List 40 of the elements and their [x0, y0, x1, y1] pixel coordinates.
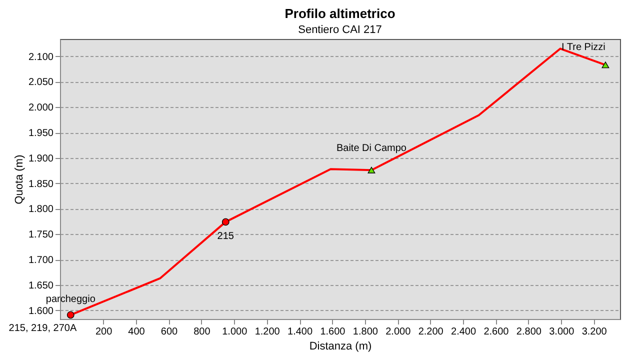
x-tick-label: 2.400	[451, 326, 476, 338]
x-tick-label: 3.200	[582, 326, 608, 338]
y-tick-label: 1.800	[28, 204, 54, 216]
y-tick-label: 1.650	[28, 280, 54, 292]
x-tick-label: 1.400	[288, 326, 313, 338]
x-tick-label: 800	[194, 326, 211, 338]
y-tick-label: 1.950	[28, 128, 54, 140]
x-tick-label: 600	[160, 326, 178, 338]
annotation: I Tre Pizzi	[561, 42, 606, 53]
y-tick-label: 1.700	[28, 255, 54, 266]
x-axis-title: Distanza (m)	[309, 340, 372, 352]
y-tick-label: 1.600	[28, 306, 54, 317]
y-tick-label: 2.050	[28, 77, 54, 88]
x-tick-label: 2.200	[418, 326, 444, 338]
y-tick-label: 2.100	[28, 52, 54, 63]
x-tick-label: 1.200	[254, 326, 280, 338]
x-tick-label: 2.600	[484, 326, 510, 338]
y-axis-title: Quota (m)	[13, 154, 26, 204]
x-tick-label: 1.000	[222, 326, 248, 338]
y-tick-label: 1.750	[28, 230, 54, 241]
annotation: 215	[217, 230, 234, 242]
point	[368, 166, 376, 174]
annotation: Baite Di Campo	[336, 143, 407, 154]
y-tick-label: 1.900	[28, 153, 54, 164]
x-tick-label: 1.800	[352, 326, 378, 338]
x-tick-label: 400	[128, 326, 146, 338]
y-tick-label: 2.000	[28, 102, 54, 114]
x-tick-label: 1.600	[320, 326, 346, 338]
point	[66, 311, 74, 319]
x-tick-label: 2.800	[516, 326, 542, 338]
annotation: 215, 219, 270A	[8, 322, 77, 334]
x-tick-label: 200	[95, 326, 113, 338]
y-tick-label: 1.850	[28, 178, 54, 190]
x-tick-label: 2.000	[386, 326, 412, 338]
point	[602, 62, 610, 68]
chart-subtitle: Sentiero CAI 217	[298, 24, 382, 36]
point	[222, 218, 230, 226]
x-tick-label: 3.000	[549, 326, 575, 338]
chart-title: Profilo altimetrico	[284, 6, 396, 21]
annotation: parcheggio	[46, 294, 96, 305]
